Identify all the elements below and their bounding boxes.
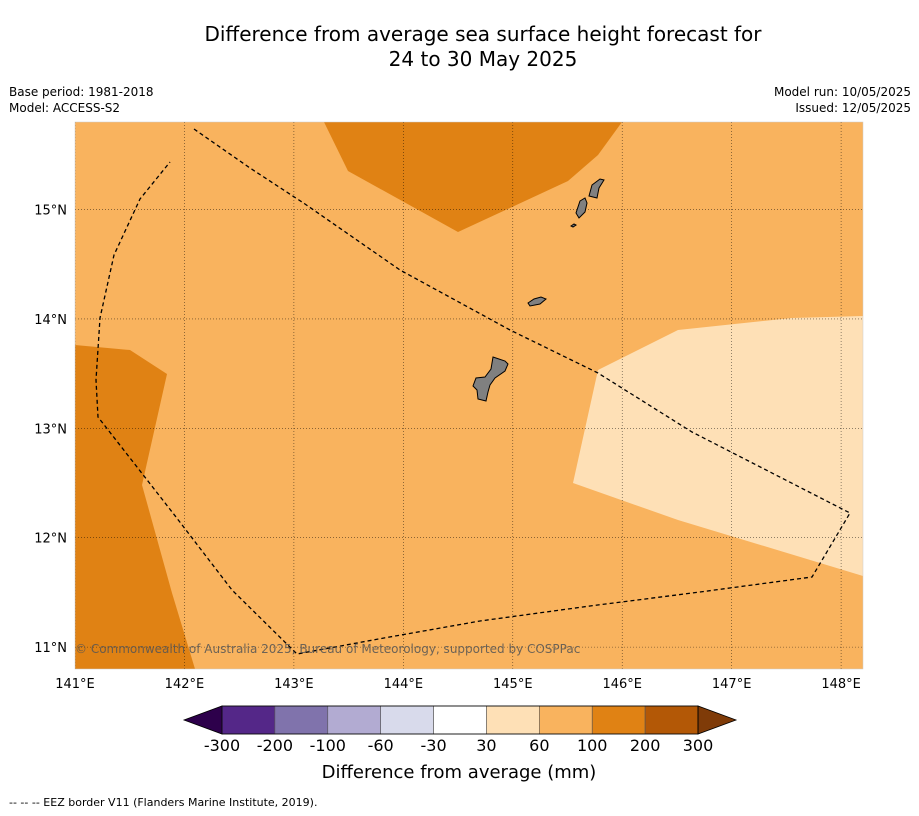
colorbar-bin [221, 705, 276, 735]
lon-tick-label: 143°E [274, 677, 314, 692]
colorbar-tick-label: 300 [683, 736, 714, 755]
issued-date: Issued: 12/05/2025 [795, 101, 911, 115]
island-guam [472, 356, 509, 402]
island-rota [527, 296, 547, 307]
lon-tick-label: 141°E [55, 677, 95, 692]
colorbar-extend-low [182, 705, 223, 735]
lon-tick-label: 144°E [384, 677, 424, 692]
colorbar-tick-label: -100 [310, 736, 346, 755]
map-gridlines [75, 122, 863, 669]
base-period: Base period: 1981-2018 [9, 85, 154, 99]
lon-tick-label: 142°E [165, 677, 205, 692]
colorbar-bin [433, 705, 487, 735]
lat-tick-label: 14°N [34, 313, 67, 328]
island-saipan [588, 178, 605, 199]
colorbar-bin [539, 705, 593, 735]
colorbar-bin [327, 705, 381, 735]
map-area: © Commonwealth of Australia 2025, Bureau… [75, 122, 863, 669]
lon-tick-label: 147°E [712, 677, 752, 692]
colorbar-tick-label: -300 [204, 736, 240, 755]
eez-border [95, 128, 851, 655]
meta-left: Base period: 1981-2018 Model: ACCESS-S2 [9, 84, 154, 116]
lat-tick-label: 13°N [34, 422, 67, 437]
meta-right: Model run: 10/05/2025 Issued: 12/05/2025 [774, 84, 911, 116]
colorbar-tick-label: 60 [529, 736, 549, 755]
title-line-1: Difference from average sea surface heig… [204, 22, 762, 46]
island-tinian [575, 197, 588, 219]
colorbar-tick-label: 30 [476, 736, 496, 755]
colorbar: -300 -200 -100 -60 -30 30 60 100 200 300 [182, 705, 738, 755]
region-30-60-east [573, 316, 863, 576]
colorbar-tick-label: -30 [420, 736, 446, 755]
colorbar-bin [380, 705, 434, 735]
colorbar-bin [486, 705, 540, 735]
colorbar-extend-high [697, 705, 738, 735]
lon-tick-label: 145°E [493, 677, 533, 692]
colorbar-tick-label: -200 [257, 736, 293, 755]
lat-tick-label: 11°N [34, 641, 67, 656]
colorbar-bin [644, 705, 699, 735]
chart-title: Difference from average sea surface heig… [0, 22, 919, 72]
title-line-2: 24 to 30 May 2025 [388, 47, 578, 71]
lon-tick-label: 148°E [821, 677, 861, 692]
island-aguijan [570, 223, 577, 228]
eez-legend-note: -- -- -- EEZ border V11 (Flanders Marine… [9, 796, 318, 809]
map-figure: © Commonwealth of Australia 2025, Bureau… [34, 121, 864, 783]
colorbar-tick-label: 100 [577, 736, 608, 755]
colorbar-tick-label: -60 [368, 736, 394, 755]
model-name: Model: ACCESS-S2 [9, 101, 121, 115]
lat-tick-label: 12°N [34, 532, 67, 547]
axis-ticks: 141°E 142°E 143°E 144°E 145°E 146°E 147°E 148°E… [34, 204, 861, 692]
lon-tick-label: 146°E [602, 677, 642, 692]
islands [472, 178, 605, 402]
map-frame [74, 121, 864, 670]
lat-tick-label: 15°N [34, 204, 67, 219]
model-run: Model run: 10/05/2025 [773, 85, 911, 99]
colorbar-bin [274, 705, 329, 735]
colorbar-bin [591, 705, 646, 735]
copyright-notice: © Commonwealth of Australia 2025, Bureau… [75, 642, 580, 656]
colorbar-label: Difference from average (mm) [322, 762, 597, 783]
colorbar-tick-label: 200 [630, 736, 661, 755]
region-100-200-north [324, 122, 622, 232]
